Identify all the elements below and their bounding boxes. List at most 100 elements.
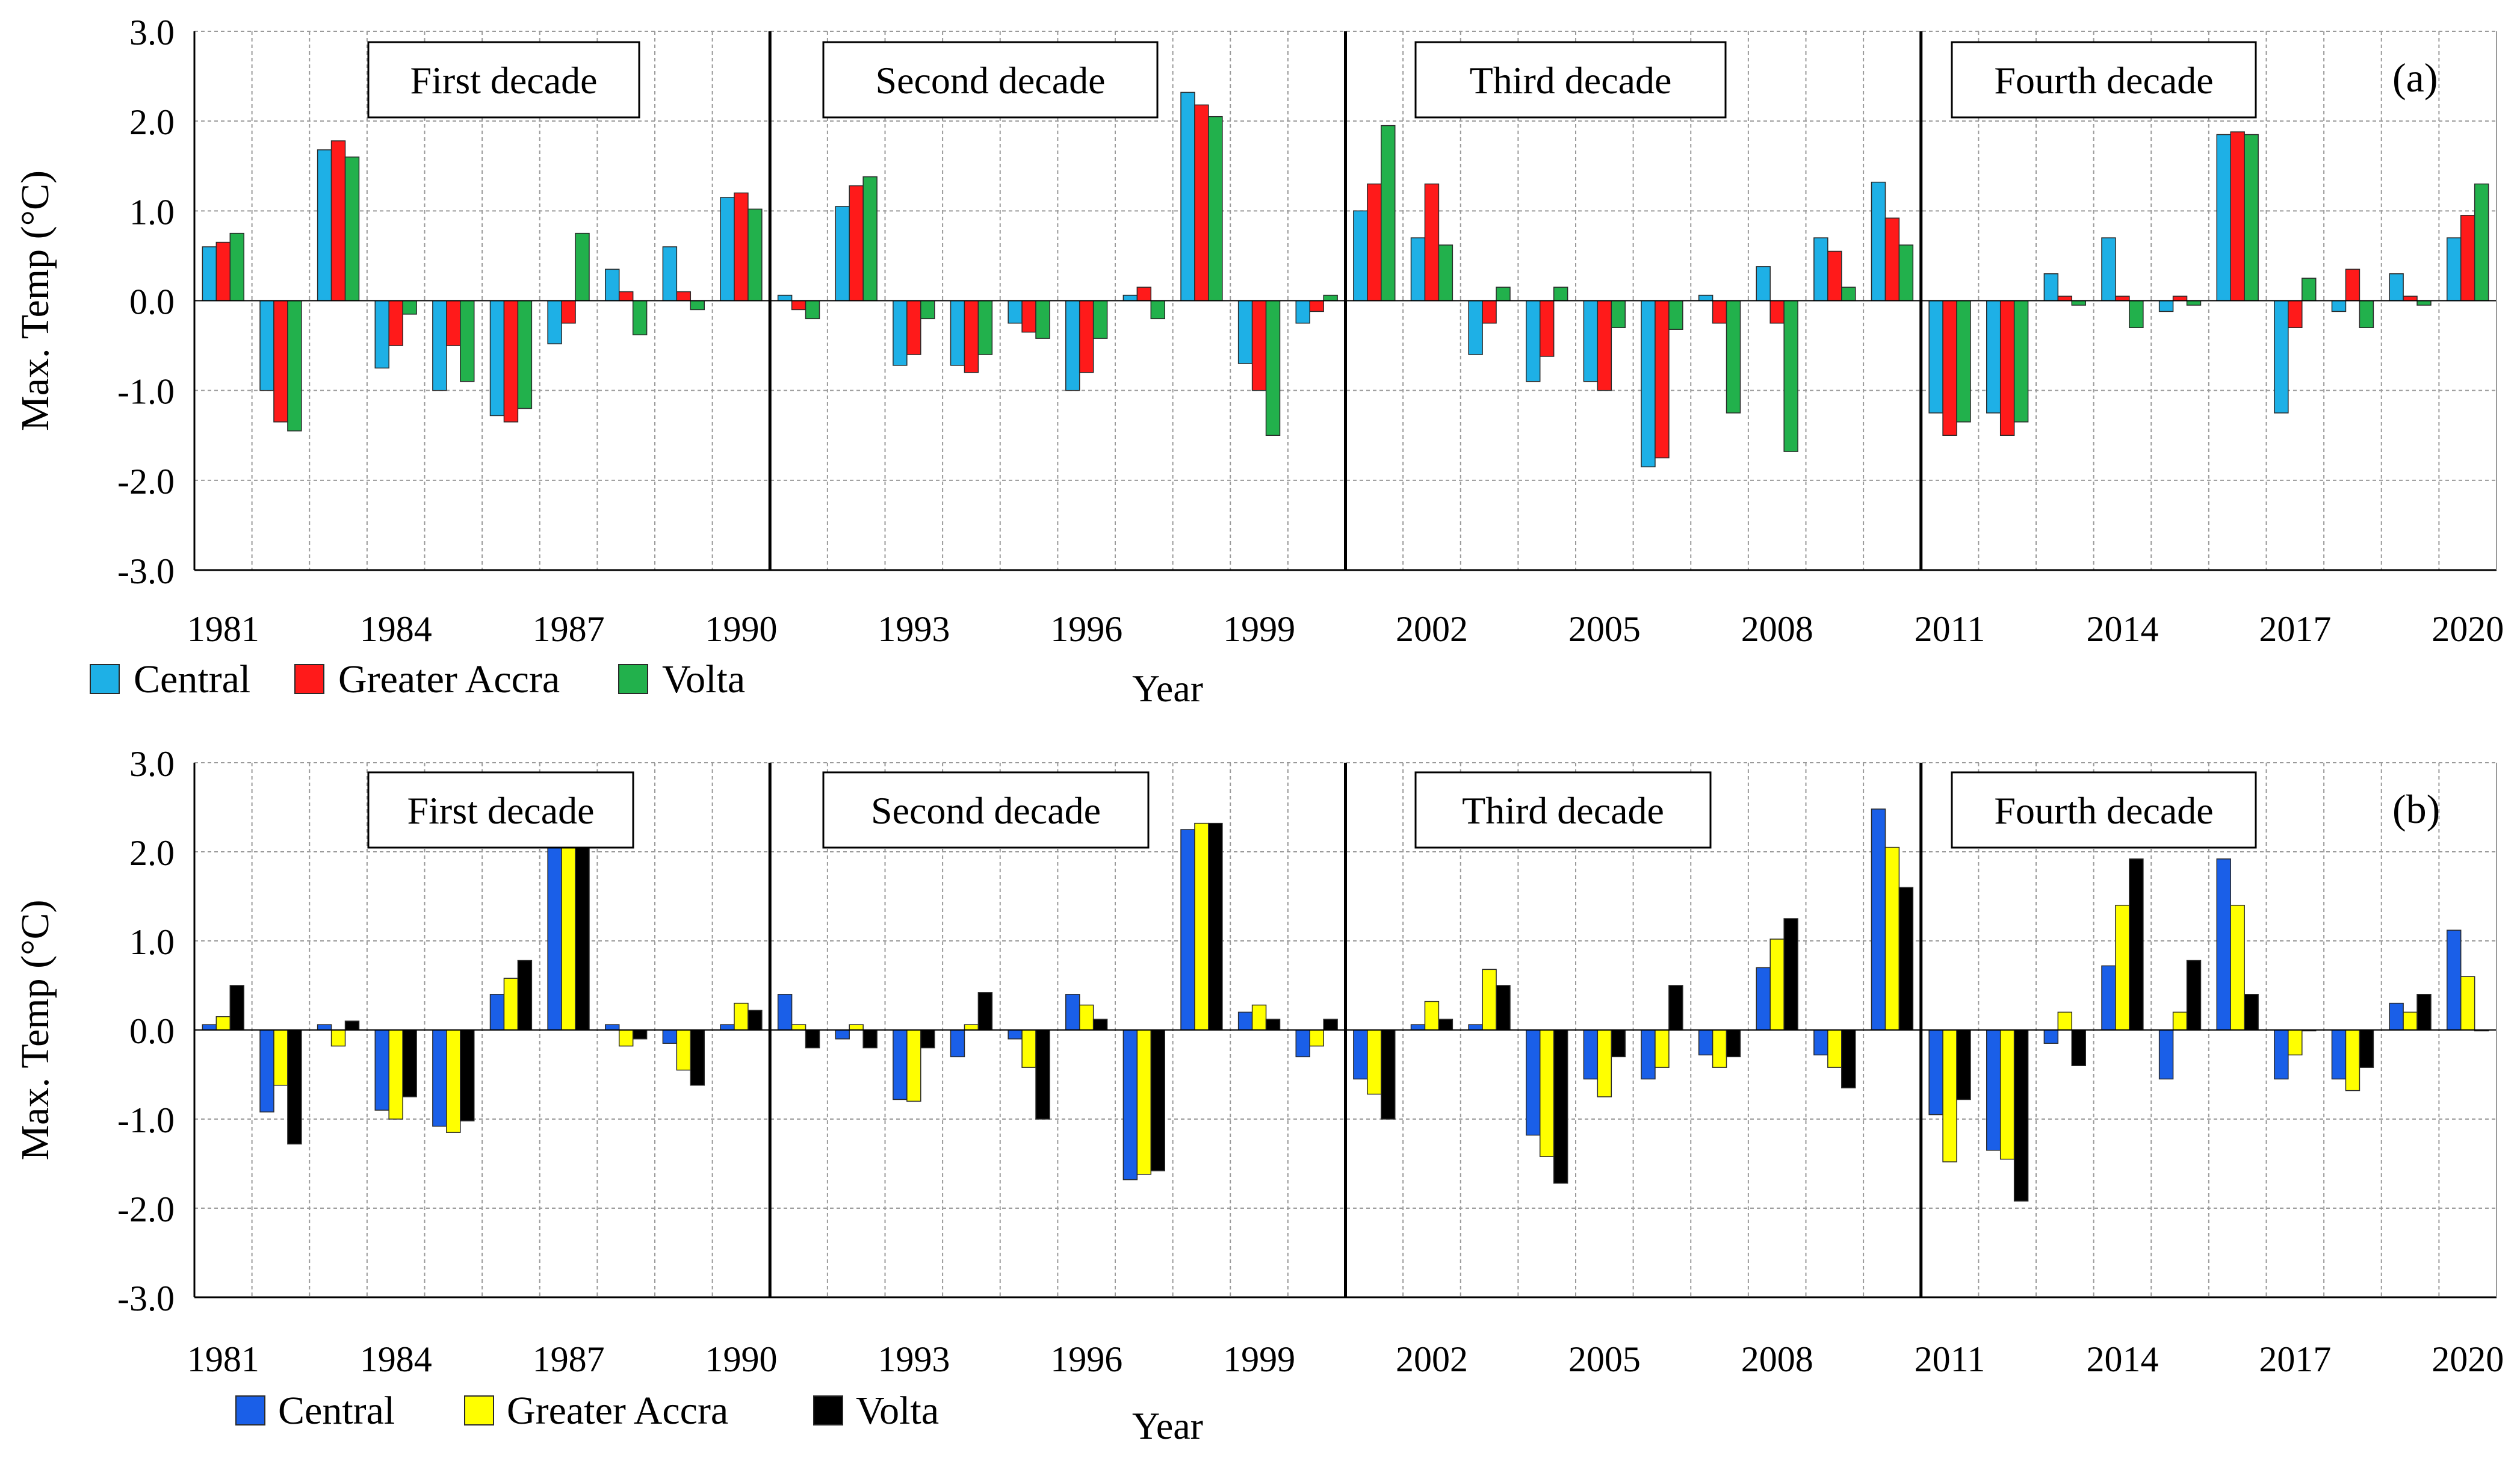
bar-greater-accra [503,978,519,1031]
bar-central [1237,1011,1253,1031]
bar-central [1641,1029,1656,1080]
x-tick-label: 2005 [1568,1339,1641,1379]
bar-greater-accra [1194,822,1209,1031]
bar-greater-accra [1482,969,1497,1031]
bar-volta [1668,985,1683,1031]
bar-greater-accra [1999,300,2015,436]
bar-volta [229,232,244,302]
x-tick-label: 1984 [360,1339,432,1379]
bar-greater-accra [330,1029,346,1047]
bar-volta [1496,985,1511,1031]
bar-central [1353,210,1368,302]
bar-greater-accra [561,300,576,324]
bar-volta [229,985,244,1031]
bar-greater-accra [446,300,461,346]
bar-volta [805,300,820,320]
bar-central [1122,1029,1138,1180]
legend-label-volta: Volta [856,1389,939,1433]
bar-volta [2302,278,2317,302]
x-tick-label: 1987 [533,1339,605,1379]
bar-volta [2129,858,2144,1031]
bar-greater-accra [1367,1029,1382,1095]
bar-central [1583,300,1599,382]
y-tick-label: 3.0 [129,13,175,52]
panel-label: (a) [2392,55,2438,101]
bar-central [374,300,389,369]
bar-central [662,246,678,302]
bar-greater-accra [1655,1029,1670,1068]
x-tick-label: 2011 [1915,609,1986,649]
bar-volta [344,1020,360,1031]
decade-box [1414,771,1712,849]
decade-box [1414,41,1727,119]
bar-volta [2129,300,2144,328]
panel-a-chart: -3.0 -2.0 -1.0 0.0 1.0 2.0 3.0 1981 1984 1987 1990… [13,13,2504,710]
bar-central [1237,300,1253,364]
bar-greater-accra [676,1029,692,1071]
legend-swatch-volta [618,664,648,694]
legend-label-central: Central [134,657,250,701]
bar-greater-accra [2230,905,2245,1031]
bar-greater-accra [2115,296,2130,302]
bar-greater-accra [1884,846,1900,1031]
bar-central [1583,1029,1599,1080]
legend-swatch-greater-accra [294,664,324,694]
bar-volta [1265,300,1281,436]
bar-volta [1783,300,1798,452]
decade-box [367,771,634,849]
bar-volta [2474,183,2489,302]
bar-central [1410,237,1426,302]
bar-volta [2013,1029,2029,1202]
bar-volta [1553,287,1568,302]
y-tick-label: -2.0 [117,462,175,501]
bar-central [1756,266,1771,302]
x-tick-label: 2020 [2432,609,2504,649]
bar-volta [1265,1019,1281,1031]
bar-volta [460,1029,475,1121]
x-axis-title: Year [1132,667,1203,710]
bar-central [777,994,793,1031]
decade-label: Third decade [1470,59,1672,102]
bar-volta [287,300,302,432]
bar-central [1526,300,1541,382]
bar-central [489,994,505,1031]
bar-greater-accra [388,300,403,346]
legend-label-greater-accra: Greater Accra [338,657,560,701]
bar-volta [805,1029,820,1049]
bar-central [1871,808,1886,1031]
bar-central [2389,273,2404,302]
bar-greater-accra [2288,300,2303,328]
x-tick-label: 2017 [2259,609,2331,649]
bar-central [950,1029,965,1058]
bar-greater-accra [791,1024,806,1031]
bar-central [777,294,793,302]
y-tick-label: 2.0 [129,102,175,142]
bar-greater-accra [273,1029,288,1086]
bar-central [1468,1024,1483,1031]
bar-volta [977,992,993,1031]
x-tick-label: 2008 [1741,1339,1813,1379]
bar-greater-accra [2057,296,2073,302]
bar-central [2043,1029,2059,1044]
bar-greater-accra [388,1029,403,1120]
bar-volta [1898,244,1914,302]
y-tick-label: 0.0 [129,282,175,322]
bar-volta [1783,918,1798,1031]
bar-central [1008,1029,1023,1040]
bar-volta [1092,300,1108,339]
bar-central [2274,1029,2289,1080]
x-tick-label: 2020 [2432,1339,2504,1379]
decade-box [1951,41,2257,119]
bar-volta [1726,300,1741,414]
bar-central [1986,300,2001,414]
bar-volta [2071,300,2086,306]
bar-greater-accra [1367,183,1382,302]
bar-volta [287,1029,302,1145]
bar-volta [1956,1029,1971,1100]
bar-central [2158,300,2174,312]
bar-volta [920,1029,935,1049]
bar-central [1065,300,1080,391]
bar-volta [632,300,648,335]
bar-volta [1438,1019,1453,1031]
